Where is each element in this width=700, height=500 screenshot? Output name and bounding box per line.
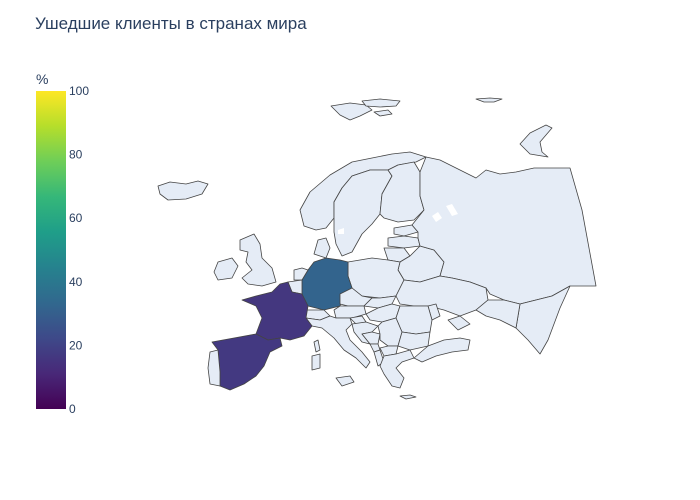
colorbar-tick-0: 0 xyxy=(69,402,76,416)
chart-title: Ушедшие клиенты в странах мира xyxy=(35,14,307,33)
colorbar-title: % xyxy=(36,71,48,87)
country-iceland[interactable] xyxy=(157,180,209,201)
colorbar: % 0 20 40 60 80 100 xyxy=(36,71,89,416)
country-denmark[interactable] xyxy=(313,237,331,259)
country-portugal[interactable] xyxy=(207,349,221,387)
country-greece[interactable] xyxy=(379,349,415,389)
country-svalbard-east[interactable] xyxy=(361,98,401,108)
country-svalbard-small[interactable] xyxy=(373,109,393,117)
country-turkey[interactable] xyxy=(413,337,471,363)
country-georgia[interactable] xyxy=(475,299,521,329)
country-franz-josef[interactable] xyxy=(475,97,503,103)
country-ireland[interactable] xyxy=(213,257,239,281)
country-corsica[interactable] xyxy=(313,339,321,353)
country-sicily[interactable] xyxy=(335,375,355,387)
country-netherlands[interactable] xyxy=(293,267,309,281)
country-spain[interactable] xyxy=(211,333,283,391)
country-france[interactable] xyxy=(241,281,313,341)
country-bosnia[interactable] xyxy=(361,331,381,345)
country-crimea[interactable] xyxy=(447,315,471,331)
country-svalbard[interactable] xyxy=(330,102,373,121)
country-crete[interactable] xyxy=(399,394,417,400)
colorbar-tick-60: 60 xyxy=(69,211,83,225)
country-novaya-zemlya[interactable] xyxy=(519,124,553,158)
country-estonia[interactable] xyxy=(393,224,419,237)
country-sardinia[interactable] xyxy=(311,353,321,371)
colorbar-tick-100: 100 xyxy=(69,84,89,98)
country-bulgaria[interactable] xyxy=(397,331,431,351)
colorbar-tick-40: 40 xyxy=(69,275,83,289)
country-italy[interactable] xyxy=(305,315,371,369)
country-north-macedonia[interactable] xyxy=(379,345,399,357)
colorbar-tick-80: 80 xyxy=(69,148,83,162)
country-united-kingdom[interactable] xyxy=(239,233,277,287)
country-latvia[interactable] xyxy=(387,235,421,249)
country-finland[interactable] xyxy=(379,161,425,223)
country-kazakhstan[interactable] xyxy=(515,285,571,355)
colorbar-gradient xyxy=(36,91,66,409)
colorbar-tick-20: 20 xyxy=(69,338,83,352)
